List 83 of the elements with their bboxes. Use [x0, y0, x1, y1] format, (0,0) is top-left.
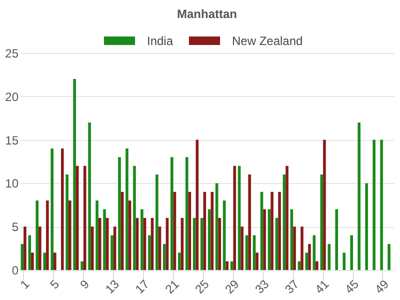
x-tick-label: 13 [102, 276, 122, 296]
bar [43, 252, 46, 270]
y-tick-label: 20 [5, 90, 19, 104]
bar [76, 166, 79, 270]
x-tick-label: 29 [222, 276, 242, 296]
bar [80, 261, 84, 270]
bar [68, 200, 72, 270]
bar [286, 166, 288, 270]
x-tick-label: 9 [77, 276, 92, 292]
bar [192, 218, 196, 270]
bar [163, 244, 166, 270]
bar [50, 148, 54, 270]
bar [380, 140, 383, 270]
y-tick-label: 5 [12, 220, 19, 234]
y-tick-label: 15 [5, 133, 19, 148]
bar [28, 235, 32, 270]
bar [335, 209, 338, 270]
chart-title: Manhattan [177, 7, 237, 21]
bar [263, 209, 266, 270]
bar [96, 200, 98, 270]
bar [110, 235, 114, 270]
bar [300, 226, 304, 270]
bar [148, 235, 151, 270]
bar [320, 174, 324, 270]
bar [278, 192, 281, 270]
bar [170, 157, 174, 270]
bar [365, 183, 368, 270]
bar [308, 244, 311, 270]
x-tick-label: 49 [372, 276, 392, 296]
bar [248, 174, 251, 270]
x-tick-label: 45 [342, 276, 362, 296]
x-tick-label: 37 [282, 276, 302, 296]
bar [24, 226, 26, 270]
bar [316, 261, 318, 270]
bar [200, 218, 204, 270]
bar [73, 79, 76, 270]
bar [88, 122, 91, 270]
legend-label: India [147, 34, 174, 48]
x-tick-label: 41 [312, 276, 332, 296]
legend-label: New Zealand [232, 34, 303, 48]
bar [305, 252, 308, 270]
bar [20, 244, 24, 270]
bar [31, 252, 34, 270]
bar [240, 226, 244, 270]
bar [388, 244, 390, 270]
bar [372, 140, 376, 270]
y-tick-label: 0 [12, 264, 19, 278]
bar [156, 174, 158, 270]
bar [293, 226, 296, 270]
bar [233, 166, 236, 270]
bar [60, 148, 64, 270]
x-tick-label: 1 [17, 276, 32, 292]
bar [46, 200, 49, 270]
bar [54, 252, 56, 270]
x-tick-label: 25 [192, 276, 212, 296]
bar [126, 148, 128, 270]
bar [328, 244, 331, 270]
bar [90, 226, 94, 270]
bar [185, 157, 188, 270]
bar [66, 174, 68, 270]
x-tick-label: 33 [252, 276, 272, 296]
y-tick-label: 10 [5, 176, 19, 191]
bar [342, 252, 346, 270]
x-tick-label: 17 [132, 276, 152, 296]
bar [178, 252, 181, 270]
bar [256, 252, 258, 270]
bar [218, 218, 222, 270]
bar [358, 122, 360, 270]
bar [133, 166, 136, 270]
bar [270, 192, 274, 270]
bar [118, 157, 121, 270]
x-tick-label: 21 [162, 276, 182, 296]
x-tick-label: 5 [47, 276, 62, 292]
bar [210, 192, 214, 270]
bar [83, 166, 86, 270]
bar [38, 226, 42, 270]
bar [103, 209, 106, 270]
y-tick-label: 25 [5, 46, 19, 60]
bar [226, 261, 229, 270]
bar [323, 140, 326, 270]
bar [140, 209, 144, 270]
bar [350, 235, 354, 270]
bar [36, 200, 39, 270]
